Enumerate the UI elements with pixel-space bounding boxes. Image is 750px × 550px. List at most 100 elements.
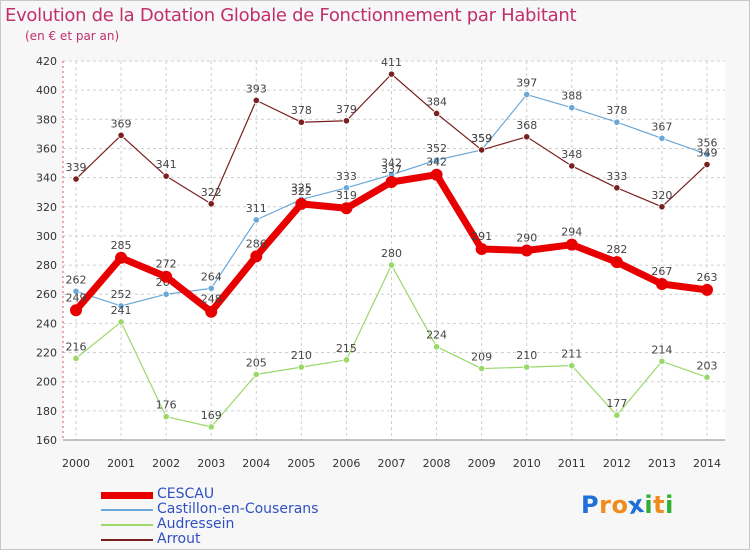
data-point xyxy=(117,318,125,326)
data-point xyxy=(478,364,486,373)
x-tick-label: 2001 xyxy=(107,457,135,470)
data-label: 210 xyxy=(516,349,537,362)
data-label: 215 xyxy=(336,342,357,355)
y-tick-label: 220 xyxy=(36,347,57,360)
data-point xyxy=(430,168,443,181)
data-point xyxy=(207,284,215,292)
data-label: 211 xyxy=(561,348,582,361)
data-label: 267 xyxy=(651,265,672,278)
data-point xyxy=(432,343,441,351)
data-label: 342 xyxy=(381,157,402,170)
x-tick-label: 2011 xyxy=(558,457,586,470)
y-tick-label: 200 xyxy=(36,376,57,389)
data-point xyxy=(655,278,668,291)
data-point xyxy=(432,156,441,164)
data-point xyxy=(340,202,353,215)
legend-swatch xyxy=(101,524,153,526)
data-label: 291 xyxy=(471,230,492,243)
legend-label: Arrout xyxy=(157,531,201,547)
data-point xyxy=(162,172,170,180)
data-point xyxy=(610,256,623,269)
logo-letter: P xyxy=(581,491,600,519)
legend-swatch xyxy=(101,491,153,499)
data-point xyxy=(70,304,82,317)
chart-subtitle: (en € et par an) xyxy=(25,29,120,43)
data-label: 339 xyxy=(66,161,87,174)
data-point xyxy=(568,162,576,170)
data-label: 177 xyxy=(606,397,627,410)
y-tick-label: 300 xyxy=(36,230,57,243)
y-tick-label: 280 xyxy=(36,259,57,272)
data-label: 349 xyxy=(697,146,718,159)
y-tick-label: 360 xyxy=(36,142,57,155)
data-label: 388 xyxy=(561,90,582,103)
data-label: 384 xyxy=(426,95,447,108)
y-tick-label: 340 xyxy=(36,172,57,185)
data-label: 397 xyxy=(516,77,537,90)
data-label: 348 xyxy=(561,148,582,161)
data-point xyxy=(701,283,713,296)
data-label: 210 xyxy=(291,349,312,362)
data-point xyxy=(342,356,351,364)
data-label: 205 xyxy=(246,356,267,369)
logo-letter: i xyxy=(665,491,674,519)
data-point xyxy=(703,160,711,169)
logo-letter: t xyxy=(653,491,666,519)
data-label: 333 xyxy=(336,170,357,183)
data-point xyxy=(252,216,260,224)
data-label: 248 xyxy=(201,293,222,306)
data-label: 378 xyxy=(291,104,312,117)
data-label: 393 xyxy=(246,82,267,95)
data-label: 280 xyxy=(381,247,402,260)
data-point xyxy=(205,305,218,318)
data-label: 203 xyxy=(697,359,718,372)
data-point xyxy=(385,175,398,188)
data-label: 263 xyxy=(697,271,718,284)
data-label: 367 xyxy=(651,120,672,133)
data-point xyxy=(658,134,666,142)
data-label: 352 xyxy=(426,142,447,155)
data-label: 252 xyxy=(111,288,132,301)
chart-title: Evolution de la Dotation Globale de Fonc… xyxy=(5,5,577,26)
y-tick-label: 260 xyxy=(36,288,57,301)
legend-swatch xyxy=(101,509,153,511)
data-point xyxy=(117,131,125,139)
proxiti-logo: Proxiti xyxy=(581,490,674,520)
data-point xyxy=(72,354,80,362)
data-label: 264 xyxy=(201,270,222,283)
data-point xyxy=(613,184,621,192)
y-tick-label: 180 xyxy=(36,405,57,418)
data-point xyxy=(520,244,533,257)
data-label: 272 xyxy=(156,258,177,271)
y-tick-label: 160 xyxy=(36,434,57,447)
data-label: 359 xyxy=(471,132,492,145)
data-point xyxy=(523,363,531,371)
x-tick-label: 2014 xyxy=(693,457,721,470)
data-label: 319 xyxy=(336,189,357,202)
x-tick-label: 2010 xyxy=(513,457,541,470)
data-point xyxy=(72,175,80,183)
y-tick-label: 320 xyxy=(36,201,57,214)
data-label: 356 xyxy=(697,136,718,149)
data-label: 169 xyxy=(201,409,222,422)
data-label: 378 xyxy=(606,104,627,117)
data-point xyxy=(387,70,396,78)
data-point xyxy=(207,423,215,431)
data-point xyxy=(207,200,215,208)
data-label: 322 xyxy=(291,185,312,198)
data-point xyxy=(342,184,351,192)
data-point xyxy=(523,90,531,99)
data-label: 320 xyxy=(651,189,672,202)
data-point xyxy=(117,302,125,310)
data-label: 311 xyxy=(246,202,267,215)
y-tick-label: 240 xyxy=(36,317,57,330)
x-tick-label: 2006 xyxy=(332,457,360,470)
legend-swatch xyxy=(101,539,153,541)
data-label: 262 xyxy=(66,273,87,286)
logo-letter: i xyxy=(644,491,654,519)
data-label: 290 xyxy=(516,232,537,245)
data-point xyxy=(703,150,711,158)
data-label: 282 xyxy=(606,243,627,256)
data-point xyxy=(523,133,531,141)
legend-label: CESCAU xyxy=(157,486,215,502)
